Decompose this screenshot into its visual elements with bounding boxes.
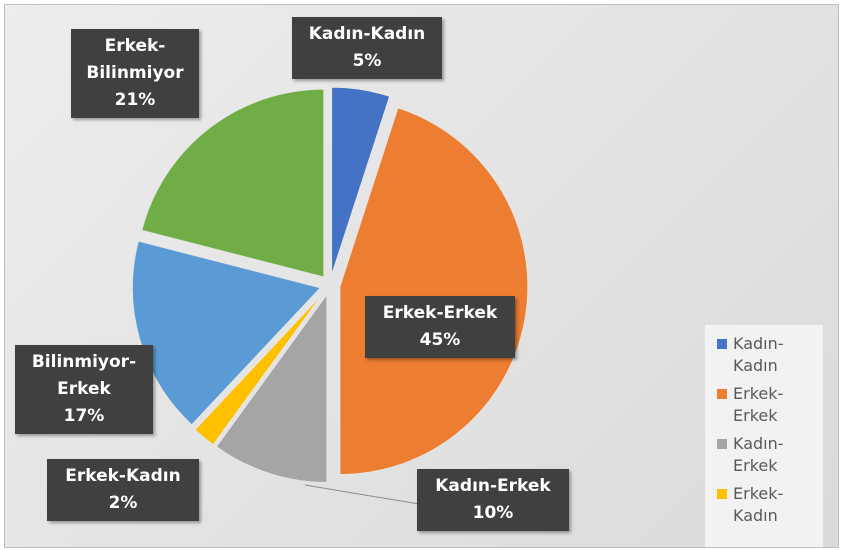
legend-swatch — [717, 389, 727, 399]
legend-swatch — [717, 439, 727, 449]
data-label-erkek-bilinmiyor: Erkek- Bilinmiyor 21% — [71, 29, 199, 118]
leader-line-kadin-erkek — [304, 484, 426, 506]
legend-item-kadin-kadin: Kadın- Kadın — [705, 333, 803, 377]
data-label-kadin-kadin: Kadın-Kadın 5% — [292, 17, 442, 79]
data-label-bilinmiyor-erkek: Bilinmiyor- Erkek 17% — [15, 345, 153, 434]
pie-slice-kadin-kadin — [331, 86, 391, 276]
legend: Kadın- Kadın Erkek- Erkek Kadın- Erkek Erke… — [705, 325, 823, 547]
pie-slice-erkek-erkek — [339, 107, 529, 476]
legend-swatch — [717, 339, 727, 349]
legend-item-erkek-erkek: Erkek- Erkek — [705, 383, 803, 427]
data-label-erkek-kadin: Erkek-Kadın 2% — [47, 459, 199, 521]
pie-slice-erkek-kadin — [194, 292, 325, 446]
pie-slice-erkek-bilinmiyor — [141, 88, 325, 278]
legend-swatch — [717, 489, 727, 499]
pie-slice-bilinmiyor-erkek — [131, 240, 322, 426]
data-label-kadin-erkek: Kadın-Erkek 10% — [417, 469, 569, 531]
data-label-erkek-erkek: Erkek-Erkek 45% — [365, 296, 515, 358]
legend-item-kadin-erkek: Kadın- Erkek — [705, 433, 803, 477]
pie-slice-kadin-erkek — [215, 292, 328, 484]
pie-chart — [131, 86, 529, 506]
legend-item-erkek-kadin: Erkek- Kadın — [705, 483, 803, 527]
chart-area: Kadın-Kadın 5% Erkek-Erkek 45% Kadın-Erkek… — [4, 4, 839, 548]
